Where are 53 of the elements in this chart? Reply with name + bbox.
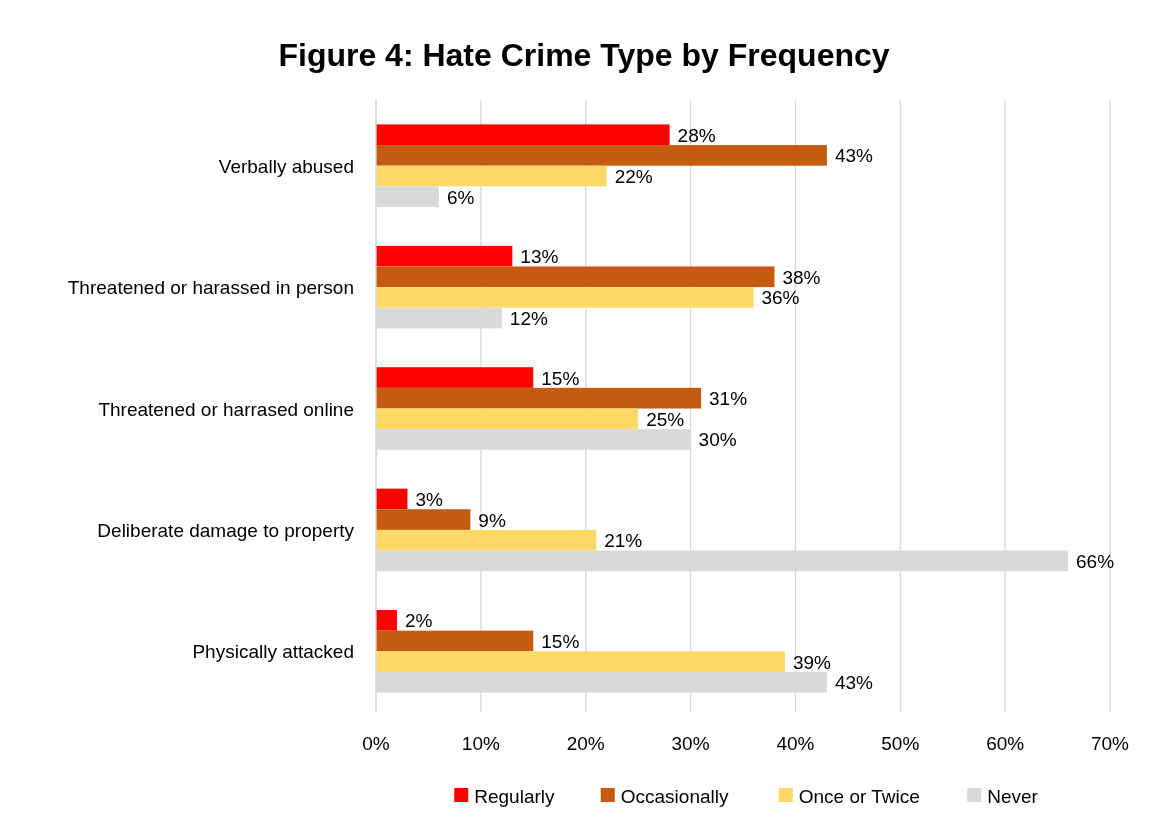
x-tick-label: 0% — [362, 733, 390, 754]
bar — [376, 266, 775, 288]
bar — [376, 408, 639, 430]
bar — [376, 367, 534, 388]
data-label: 30% — [698, 429, 737, 451]
data-label: 2% — [404, 610, 433, 632]
data-label: 36% — [761, 287, 800, 309]
y-tick-label: Physically attacked — [192, 641, 354, 663]
data-label: 9% — [478, 509, 506, 531]
bar — [376, 651, 785, 672]
data-label: 6% — [446, 186, 475, 208]
x-tick-label: 20% — [566, 733, 605, 754]
data-label: 15% — [541, 630, 580, 652]
bar — [376, 387, 702, 409]
data-label: 21% — [604, 530, 643, 552]
data-label: 39% — [792, 651, 832, 673]
x-tick-label: 70% — [1090, 733, 1130, 754]
data-label: 28% — [677, 124, 716, 146]
data-label: 15% — [541, 367, 580, 389]
bar — [376, 245, 513, 267]
x-tick-label: 10% — [461, 733, 500, 754]
bar — [376, 287, 754, 308]
y-tick-label: Threatened or harrased online — [98, 398, 354, 420]
data-label: 43% — [834, 145, 874, 167]
data-label: 43% — [834, 672, 874, 694]
bar — [376, 488, 408, 510]
y-tick-label: Threatened or harassed in person — [67, 277, 354, 299]
y-tick-label: Verbally abused — [218, 155, 354, 177]
data-label: 22% — [614, 166, 653, 188]
data-label: 38% — [782, 266, 821, 288]
x-tick-label: 50% — [881, 733, 920, 754]
legend-label: Regularly — [474, 786, 556, 807]
bar — [376, 509, 471, 530]
bar — [376, 124, 670, 146]
legend-label: Occasionally — [620, 786, 729, 807]
data-label: 3% — [415, 488, 444, 510]
legend-label: Never — [987, 786, 1039, 807]
x-tick-label: 60% — [986, 733, 1025, 754]
bar — [376, 630, 534, 652]
data-label: 13% — [520, 246, 559, 268]
chart-title: Figure 4: Hate Crime Type by Frequency — [278, 37, 890, 73]
bar — [376, 529, 597, 551]
data-label: 25% — [646, 408, 685, 430]
y-tick-label: Deliberate damage to property — [97, 519, 355, 541]
x-tick-label: 30% — [671, 733, 710, 754]
data-label: 12% — [509, 308, 548, 330]
bar — [376, 610, 397, 631]
bar — [376, 145, 827, 166]
x-tick-label: 40% — [776, 733, 815, 754]
bar — [376, 165, 607, 187]
legend-label: Once or Twice — [798, 786, 920, 807]
data-label: 66% — [1076, 550, 1115, 572]
data-label: 31% — [709, 388, 748, 410]
